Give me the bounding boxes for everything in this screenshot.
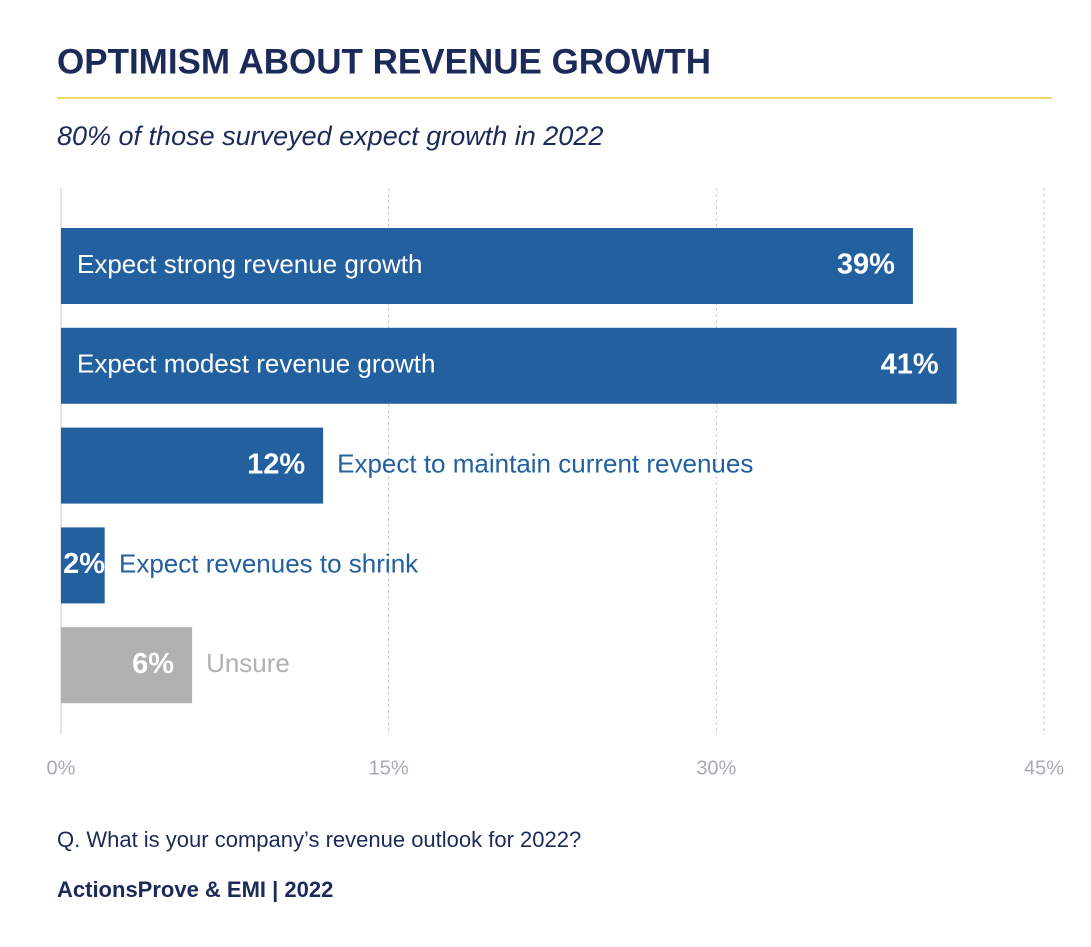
chart-title: OPTIMISM ABOUT REVENUE GROWTH <box>57 42 711 81</box>
chart-subtitle: 80% of those surveyed expect growth in 2… <box>57 121 603 151</box>
value-label: 2% <box>63 548 105 580</box>
bar <box>61 427 324 504</box>
value-label: 41% <box>881 348 939 380</box>
bar <box>61 228 913 304</box>
category-label: Expect revenues to shrink <box>119 548 419 578</box>
x-tick-label: 0% <box>47 757 76 779</box>
value-label: 6% <box>132 648 174 680</box>
bar <box>61 327 957 404</box>
x-tick-label: 15% <box>369 757 409 779</box>
bar <box>61 627 193 704</box>
x-tick-label: 30% <box>696 757 736 779</box>
category-label: Expect strong revenue growth <box>77 249 422 279</box>
x-tick-label: 45% <box>1024 757 1064 779</box>
bar <box>61 527 105 604</box>
value-label: 39% <box>837 249 895 281</box>
question-note: Q. What is your company’s revenue outloo… <box>57 827 581 852</box>
value-label: 12% <box>247 448 305 480</box>
category-label: Expect modest revenue growth <box>77 349 435 379</box>
category-label: Unsure <box>206 648 290 678</box>
category-label: Expect to maintain current revenues <box>337 448 753 478</box>
source: ActionsProve & EMI | 2022 <box>57 877 333 902</box>
